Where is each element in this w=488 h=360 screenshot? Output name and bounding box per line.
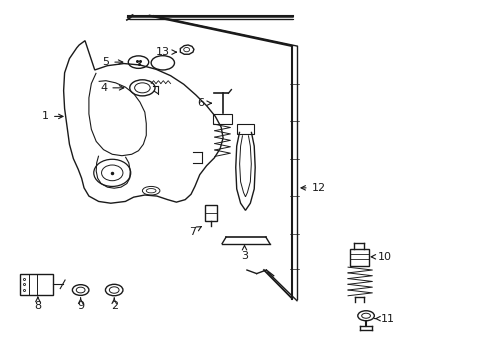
Text: 6: 6 [197,98,211,108]
Text: 8: 8 [34,297,41,311]
Text: 7: 7 [188,226,201,237]
Text: 5: 5 [102,57,122,67]
Text: 1: 1 [42,111,63,121]
Text: 3: 3 [241,245,247,261]
Text: 11: 11 [374,314,394,324]
Text: 4: 4 [100,83,123,93]
Text: 12: 12 [301,183,325,193]
Text: 10: 10 [370,252,391,262]
Text: 13: 13 [155,47,176,57]
Text: 9: 9 [77,298,84,311]
Text: 2: 2 [110,298,118,311]
